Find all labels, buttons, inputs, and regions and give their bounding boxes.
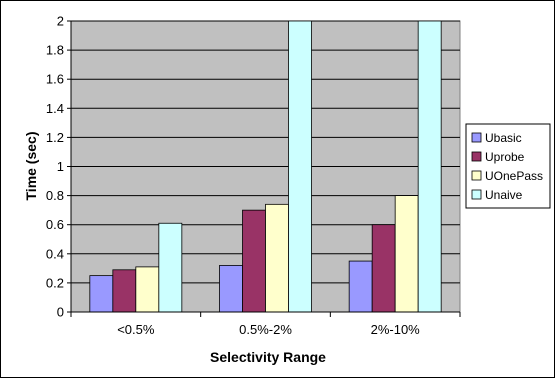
y-tick-label: 1.4	[46, 101, 64, 116]
bar-uonepass-1	[265, 203, 289, 313]
y-tick-label: 0	[57, 305, 64, 320]
bar-uonepass-0	[135, 266, 160, 313]
bar-ubasic-1	[219, 265, 243, 313]
legend: Ubasic Uprobe UOnePass Unaive	[465, 123, 551, 209]
axes	[67, 20, 461, 317]
x-tick-label: 0.5%-2%	[239, 322, 292, 337]
legend-swatch-uonepass	[471, 170, 482, 181]
legend-label-uprobe: Uprobe	[485, 150, 525, 164]
legend-swatch-unaive	[471, 189, 482, 200]
legend-label-ubasic: Ubasic	[485, 131, 522, 145]
legend-label-unaive: Unaive	[485, 188, 523, 202]
x-tick-labels: <0.5% 0.5%-2% 2%-10%	[117, 322, 420, 337]
bar-ubasic-2	[348, 260, 373, 313]
x-axis-title: Selectivity Range	[210, 349, 326, 365]
bar-unaive-1	[288, 20, 312, 313]
legend-swatch-uprobe	[471, 151, 482, 162]
legend-swatch-ubasic	[471, 132, 482, 143]
bar-uprobe-0	[112, 269, 137, 313]
y-tick-label: 0.6	[46, 217, 64, 232]
y-tick-label: 0.8	[46, 188, 64, 203]
x-tick-label: 2%-10%	[371, 322, 421, 337]
legend-label-uonepass: UOnePass	[485, 169, 543, 183]
y-tick-label: 0.2	[46, 275, 64, 290]
y-axis-title: Time (sec)	[23, 132, 39, 201]
y-tick-labels: 0 0.2 0.4 0.6 0.8 1 1.2 1.4 1.6 1.8 2	[46, 14, 64, 320]
bar-unaive-0	[158, 222, 183, 313]
bar-uprobe-2	[371, 224, 396, 313]
y-tick-label: 1	[57, 159, 64, 174]
bar-unaive-2	[417, 20, 442, 313]
y-tick-label: 0.4	[46, 246, 64, 261]
y-tick-label: 1.6	[46, 72, 64, 87]
y-tick-label: 1.8	[46, 43, 64, 58]
y-tick-label: 2	[57, 14, 64, 29]
bar-uprobe-1	[242, 209, 266, 313]
bar-uonepass-2	[394, 195, 419, 313]
x-tick-label: <0.5%	[117, 322, 155, 337]
bars	[89, 20, 442, 313]
bar-ubasic-0	[89, 275, 114, 313]
y-tick-label: 1.2	[46, 130, 64, 145]
